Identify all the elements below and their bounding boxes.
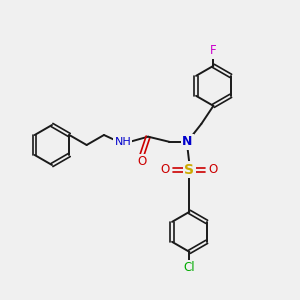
Text: O: O: [137, 155, 147, 168]
Text: N: N: [182, 135, 193, 148]
Text: O: O: [209, 163, 218, 176]
Text: O: O: [161, 163, 170, 176]
Text: S: S: [184, 163, 194, 177]
Text: NH: NH: [114, 137, 131, 147]
Text: F: F: [210, 44, 217, 57]
Text: Cl: Cl: [184, 261, 195, 274]
